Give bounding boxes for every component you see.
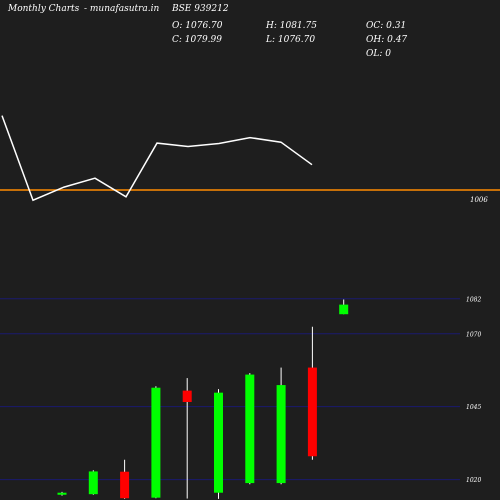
price-line xyxy=(1,115,313,202)
candle-layer xyxy=(57,299,349,499)
grid-layer xyxy=(0,298,460,481)
candle-body xyxy=(276,385,286,484)
candle-body xyxy=(120,471,130,499)
y-tick-label: 1020 xyxy=(466,477,481,484)
site-subtitle: - munafasutra.in xyxy=(84,4,160,14)
oh-value: OH: 0.47 xyxy=(366,35,408,45)
low-value: L: 1076.70 xyxy=(266,35,316,45)
candle-body xyxy=(57,492,67,495)
candle-body xyxy=(151,387,161,498)
y-tick-label: 1045 xyxy=(466,404,481,411)
symbol-label: BSE 939212 xyxy=(172,4,229,14)
candle-body xyxy=(214,392,223,493)
candle-body xyxy=(245,374,255,484)
candle-body xyxy=(307,367,317,457)
candle-body xyxy=(88,471,98,495)
line-layer xyxy=(0,115,500,202)
close-value: C: 1079.99 xyxy=(172,35,222,45)
open-value: O: 1076.70 xyxy=(172,21,223,31)
top-tick-label: 1006 xyxy=(470,196,488,204)
high-value: H: 1081.75 xyxy=(266,21,317,31)
tick-layer: 1006 1082 1070 1045 1020 xyxy=(466,196,488,484)
y-tick-label: 1070 xyxy=(466,331,481,338)
y-tick-label: 1082 xyxy=(466,296,481,303)
ol-value: OL: 0 xyxy=(366,49,391,59)
site-title: Monthly Charts xyxy=(8,4,80,14)
oc-value: OC: 0.31 xyxy=(366,21,407,31)
candle-body xyxy=(182,390,192,402)
candle-body xyxy=(339,304,349,315)
